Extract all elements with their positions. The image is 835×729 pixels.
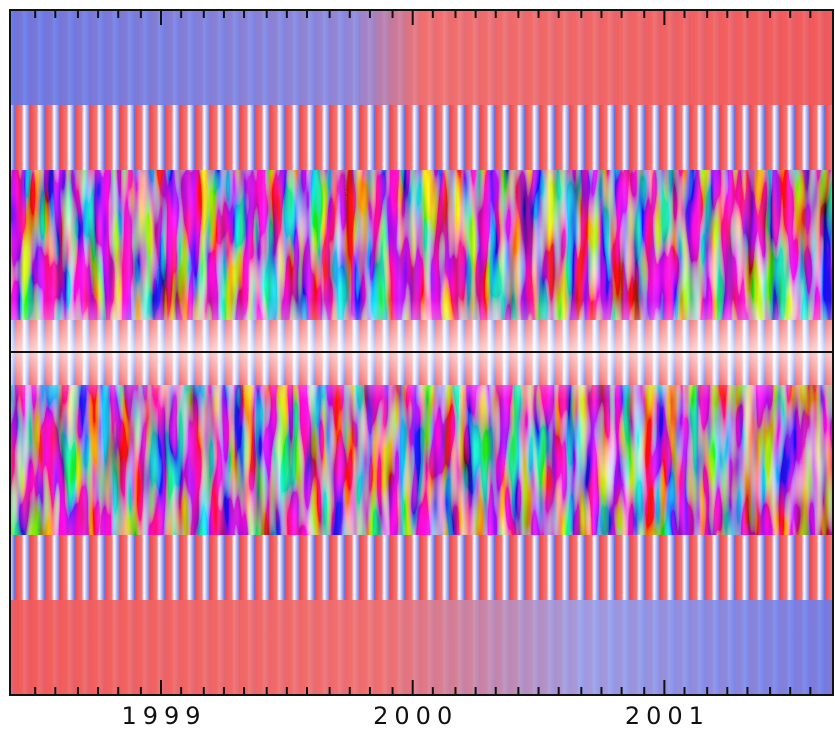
x-tick-label: 1999 [121, 702, 206, 729]
plot-image [9, 9, 834, 696]
x-tick-label: 2001 [625, 702, 710, 729]
x-tick-label: 2000 [373, 702, 458, 729]
